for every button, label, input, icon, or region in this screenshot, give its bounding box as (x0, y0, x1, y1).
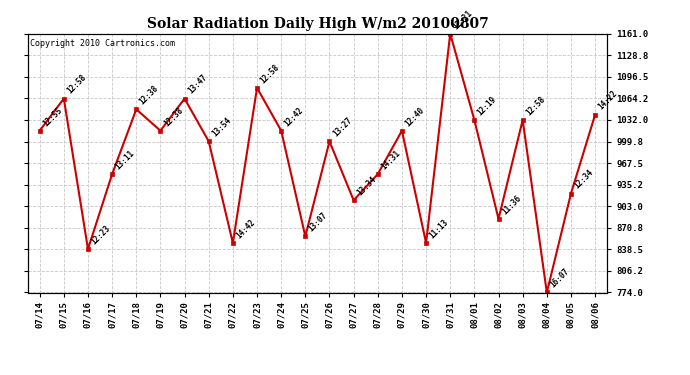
Text: 12:58: 12:58 (66, 73, 88, 96)
Text: 12:21: 12:21 (452, 8, 474, 31)
Text: Copyright 2010 Cartronics.com: Copyright 2010 Cartronics.com (30, 39, 175, 48)
Text: 12:23: 12:23 (90, 224, 112, 246)
Text: 12:58: 12:58 (524, 94, 546, 117)
Text: 14:42: 14:42 (235, 217, 257, 240)
Text: 13:07: 13:07 (307, 211, 329, 234)
Text: 11:36: 11:36 (500, 194, 522, 216)
Text: 12:34: 12:34 (573, 168, 595, 191)
Text: 12:38: 12:38 (162, 105, 184, 128)
Text: 12:40: 12:40 (404, 105, 426, 128)
Text: 14:31: 14:31 (380, 148, 402, 171)
Text: 13:47: 13:47 (186, 73, 208, 96)
Text: 12:38: 12:38 (138, 84, 160, 106)
Text: 12:42: 12:42 (283, 105, 305, 128)
Text: 16:07: 16:07 (549, 267, 571, 290)
Text: 13:34: 13:34 (355, 175, 377, 198)
Text: 11:13: 11:13 (428, 217, 450, 240)
Text: 13:54: 13:54 (210, 116, 233, 139)
Text: 12:55: 12:55 (41, 105, 63, 128)
Text: 12:19: 12:19 (476, 94, 498, 117)
Title: Solar Radiation Daily High W/m2 20100807: Solar Radiation Daily High W/m2 20100807 (146, 17, 489, 31)
Text: 13:11: 13:11 (114, 148, 136, 171)
Text: 14:22: 14:22 (597, 89, 619, 112)
Text: 12:58: 12:58 (259, 62, 281, 85)
Text: 13:27: 13:27 (331, 116, 353, 139)
